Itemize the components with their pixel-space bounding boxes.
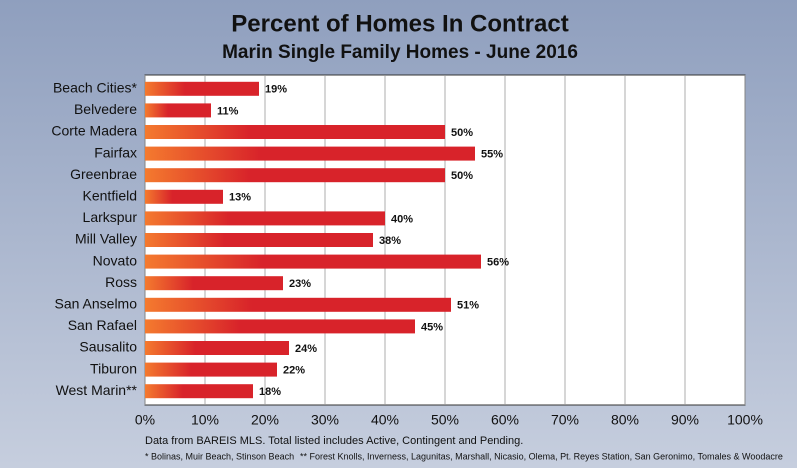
x-tick-label: 10% xyxy=(191,412,219,428)
y-tick-label: Larkspur xyxy=(83,209,138,225)
x-tick-label: 80% xyxy=(611,412,639,428)
y-tick-label: Tiburon xyxy=(90,360,137,376)
bar xyxy=(145,125,445,139)
x-tick-label: 60% xyxy=(491,412,519,428)
bar xyxy=(145,297,451,312)
bar xyxy=(145,233,373,247)
value-label: 19% xyxy=(265,84,287,96)
y-tick-label: West Marin** xyxy=(56,382,138,398)
bar xyxy=(145,146,475,161)
value-label: 50% xyxy=(451,170,473,182)
bar xyxy=(145,319,415,334)
y-tick-label: Fairfax xyxy=(94,144,137,160)
value-label: 13% xyxy=(229,192,251,204)
value-label: 50% xyxy=(451,127,473,139)
value-label: 38% xyxy=(379,235,401,247)
value-label: 11% xyxy=(217,105,239,117)
x-tick-label: 40% xyxy=(371,412,399,428)
chart-title: Percent of Homes In Contract xyxy=(231,10,568,37)
y-tick-label: San Rafael xyxy=(68,317,137,333)
bar xyxy=(145,254,481,269)
y-tick-label: Corte Madera xyxy=(51,123,137,139)
bar xyxy=(145,384,253,399)
value-label: 22% xyxy=(283,365,305,377)
bar xyxy=(145,341,289,355)
x-tick-label: 0% xyxy=(135,412,155,428)
value-label: 55% xyxy=(481,149,503,161)
source-note: Data from BAREIS MLS. Total listed inclu… xyxy=(145,435,523,447)
value-label: 51% xyxy=(457,300,479,312)
x-tick-label: 20% xyxy=(251,412,279,428)
value-label: 56% xyxy=(487,257,509,269)
y-tick-label: Novato xyxy=(93,252,138,268)
bar xyxy=(145,81,259,96)
y-tick-label: Beach Cities* xyxy=(53,80,138,96)
y-tick-label: Belvedere xyxy=(74,101,137,117)
x-tick-label: 50% xyxy=(431,412,459,428)
bar xyxy=(145,168,445,183)
y-tick-label: San Anselmo xyxy=(55,296,138,312)
bar xyxy=(145,103,211,118)
x-tick-label: 100% xyxy=(727,412,763,428)
y-tick-label: Greenbrae xyxy=(70,166,137,182)
bar xyxy=(145,189,223,204)
x-tick-label: 30% xyxy=(311,412,339,428)
bar xyxy=(145,276,283,291)
x-tick-label: 90% xyxy=(671,412,699,428)
footnote: * Bolinas, Muir Beach, Stinson Beach xyxy=(145,451,294,461)
y-tick-label: Sausalito xyxy=(79,339,137,355)
value-label: 18% xyxy=(259,386,281,398)
y-tick-label: Mill Valley xyxy=(75,231,137,247)
chart-subtitle: Marin Single Family Homes - June 2016 xyxy=(222,42,578,63)
y-tick-label: Ross xyxy=(105,274,137,290)
bar xyxy=(145,211,385,226)
y-tick-label: Kentfield xyxy=(83,188,137,204)
x-tick-label: 70% xyxy=(551,412,579,428)
value-label: 40% xyxy=(391,213,413,225)
value-label: 23% xyxy=(289,278,311,290)
value-label: 45% xyxy=(421,321,443,333)
bar xyxy=(145,362,277,377)
value-label: 24% xyxy=(295,343,317,355)
footnote: ** Forest Knolls, Inverness, Lagunitas, … xyxy=(300,451,783,461)
